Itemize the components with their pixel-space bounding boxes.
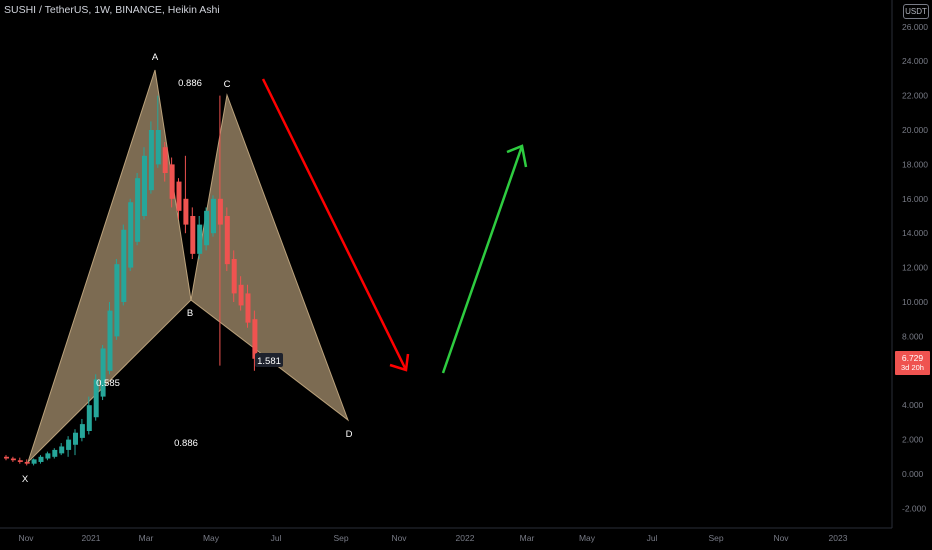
candle-body: [135, 178, 141, 242]
candle-body: [211, 198, 216, 234]
candle-body: [79, 424, 85, 438]
x-tick-label: Sep: [333, 533, 348, 543]
pattern-point-label: A: [152, 52, 159, 63]
x-tick-label: Nov: [18, 533, 34, 543]
candle-body: [169, 164, 175, 199]
candle-body: [217, 198, 223, 225]
candle-body: [204, 210, 210, 246]
candle-body: [142, 155, 147, 216]
y-tick-label: 12.000: [902, 263, 928, 273]
candle-body: [59, 446, 65, 454]
y-tick-label: 16.000: [902, 194, 928, 204]
bullish-arrow-shaft[interactable]: [441, 145, 524, 374]
y-tick-label: 10.000: [902, 297, 928, 307]
pattern-point-label: C: [224, 79, 231, 90]
y-tick-label: 0.000: [902, 469, 924, 479]
x-tick-label: 2022: [456, 533, 475, 543]
y-tick-label: 4.000: [902, 400, 924, 410]
candle-body: [66, 439, 72, 450]
x-tick-label: Nov: [773, 533, 789, 543]
y-tick-label: 2.000: [902, 435, 924, 445]
x-tick-label: Jul: [647, 533, 658, 543]
candle-body: [224, 216, 230, 265]
pattern-triangle-bcd: [190, 93, 350, 422]
y-tick-label: 20.000: [902, 125, 928, 135]
candle-body: [10, 458, 16, 461]
candle-body: [197, 224, 203, 254]
pattern-ratio-label: 0.886: [174, 438, 198, 449]
y-tick-label: 24.000: [902, 56, 928, 66]
candle-body: [45, 453, 51, 459]
x-tick-label: Nov: [391, 533, 407, 543]
candle-body: [93, 379, 99, 418]
x-tick-label: May: [579, 533, 596, 543]
candle-body: [24, 461, 30, 464]
y-tick-label: 26.000: [902, 22, 928, 32]
x-tick-label: 2021: [82, 533, 101, 543]
pattern-point-label: X: [22, 474, 29, 485]
y-tick-label: 8.000: [902, 331, 924, 341]
candle-body: [73, 432, 78, 445]
candle-body: [183, 198, 189, 225]
y-tick-label: 18.000: [902, 159, 928, 169]
candle-body: [238, 284, 244, 306]
pattern-triangle-xab: [27, 69, 192, 463]
x-tick-label: May: [203, 533, 220, 543]
candle-body: [162, 147, 168, 173]
x-tick-label: Mar: [520, 533, 535, 543]
candle-body: [252, 319, 258, 359]
pattern-point-label: B: [187, 308, 193, 319]
pattern-point-label: D: [346, 429, 353, 440]
last-price-value: 6.729: [901, 353, 924, 363]
candle-body: [52, 449, 58, 457]
candle-body: [31, 459, 37, 464]
candle-body: [114, 264, 120, 337]
candle-body: [4, 456, 9, 459]
candle-body: [155, 130, 161, 165]
candle-body: [176, 181, 182, 211]
candle-body: [107, 310, 113, 371]
x-tick-label: Mar: [139, 533, 154, 543]
candle-body: [245, 293, 251, 323]
bearish-arrow-shaft[interactable]: [261, 78, 408, 371]
candle-body: [190, 216, 196, 254]
symbol-title[interactable]: SUSHI / TetherUS, 1W, BINANCE, Heikin As…: [4, 4, 220, 16]
currency-badge[interactable]: USDT: [903, 4, 929, 19]
candle-body: [86, 405, 92, 431]
x-tick-label: Sep: [708, 533, 723, 543]
bearish-arrow-head[interactable]: [389, 353, 410, 372]
candle-body: [17, 460, 23, 462]
pattern-ratio-label: 0.585: [96, 378, 120, 389]
bullish-arrow-head[interactable]: [506, 144, 528, 168]
bar-countdown: 3d 20h: [901, 363, 924, 372]
last-price-tag: 6.729 3d 20h: [895, 351, 930, 375]
candle-body: [231, 259, 237, 294]
y-tick-label: -2.000: [902, 503, 926, 513]
x-tick-label: 2023: [829, 533, 848, 543]
pattern-ratio-label: 0.886: [178, 78, 202, 89]
candle-body: [38, 456, 44, 462]
candle-body: [121, 229, 127, 302]
candle-body: [128, 202, 134, 268]
ratio-label-box: [255, 353, 283, 367]
candle-body: [148, 130, 154, 191]
pattern-ratio-label: 1.581: [257, 356, 281, 367]
y-tick-label: 22.000: [902, 91, 928, 101]
candle-body: [100, 348, 106, 397]
x-tick-label: Jul: [271, 533, 282, 543]
y-tick-label: 14.000: [902, 228, 928, 238]
